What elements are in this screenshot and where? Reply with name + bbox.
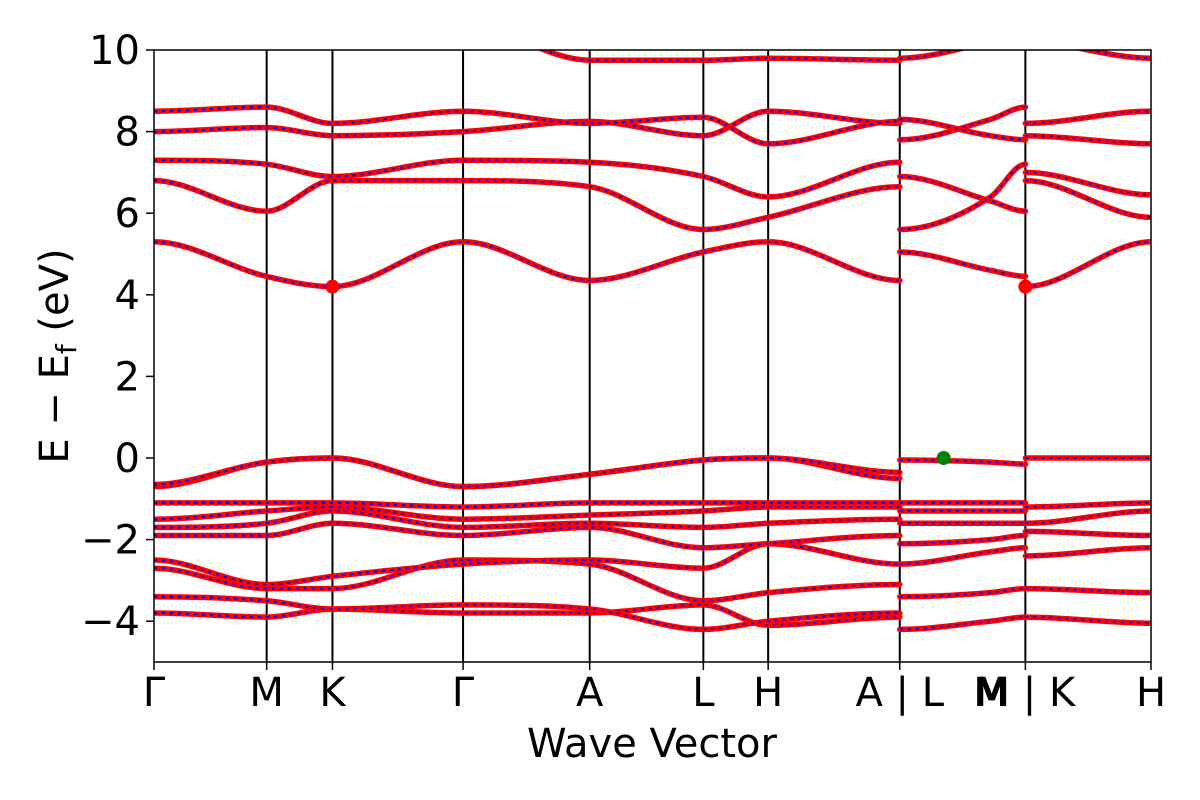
- band-line-dash-0-3: [154, 542, 900, 586]
- x-tick-label-kpoint-3: Γ: [452, 670, 475, 716]
- x-tick-label-kpoint-2: K: [319, 670, 347, 716]
- band-line-2-7: [1022, 239, 1151, 290]
- extremum-markers: [325, 279, 1033, 465]
- band-line-dash-1-0: [899, 616, 1026, 631]
- band-lines: [154, 50, 1151, 633]
- x-tick-label-kpoint-1: M: [249, 670, 284, 716]
- band-line-dash-1-8: [899, 251, 1026, 278]
- band-line-2-2: [1022, 545, 1151, 559]
- band-line-dash-0-4: [154, 522, 900, 549]
- band-line-2-11: [1022, 108, 1151, 127]
- band-line-dash-2-7: [1025, 240, 1151, 288]
- y-tick-label-2: 6: [115, 191, 140, 237]
- band-line-dash-0-14: [154, 106, 900, 145]
- y-tick-label-5: 0: [115, 436, 140, 482]
- y-tick-label-1: 8: [115, 110, 140, 156]
- band-line-1-1: [897, 585, 1029, 600]
- kpoint-divider-lines: [265, 50, 1027, 662]
- band-line-1-0: [897, 614, 1029, 633]
- band-line-dash-0-11: [154, 179, 900, 231]
- x-tick-label-kpoint-6: H: [753, 670, 783, 716]
- band-line-dash-1-3: [899, 534, 1026, 545]
- band-line-dash-1-2: [899, 546, 1026, 566]
- y-tick-label-7: −4: [81, 599, 140, 645]
- x-tick-label-kpoint-5: L: [692, 670, 715, 716]
- band-line-1-13: [897, 50, 968, 61]
- x-tick-label-kpoint-9: H: [1136, 670, 1166, 716]
- x-tick-label-mid: M: [973, 670, 1008, 716]
- band-line-dash-1-10: [899, 175, 1026, 213]
- band-line-2-4: [1022, 508, 1151, 527]
- x-axis-label: Wave Vector: [527, 721, 778, 767]
- y-tick-label-6: −2: [81, 518, 140, 564]
- band-line-dash-2-9: [1025, 171, 1151, 196]
- x-tick-label-kpoint-8: M | K: [976, 670, 1077, 716]
- band-line-dash-1-7: [899, 459, 1026, 466]
- extremum-marker-2: [936, 451, 951, 465]
- band-line-dash-1-13: [899, 50, 960, 60]
- band-line-1-3: [897, 532, 1029, 547]
- y-tick-label-0: 10: [89, 28, 140, 74]
- band-line-2-0: [1022, 614, 1151, 626]
- band-line-dash-1-11: [899, 106, 1026, 141]
- band-line-dash-2-8: [1025, 179, 1151, 219]
- band-line-2-1: [1022, 585, 1151, 596]
- y-axis-ticks: 10 8 6 4 2 0 −2 −4: [81, 28, 154, 645]
- band-line-dash-0-12: [154, 159, 900, 198]
- band-line-1-2: [897, 545, 1029, 567]
- band-line-dash-2-11: [1025, 110, 1151, 125]
- band-line-dash-2-4: [1025, 510, 1151, 525]
- band-line-dash-1-9: [899, 163, 1026, 231]
- extremum-marker-0: [325, 279, 340, 294]
- y-axis-label: E − Ef (eV): [32, 248, 83, 463]
- band-line-2-3: [1022, 528, 1151, 539]
- x-tick-label-kpoint-7: A | L: [855, 670, 944, 716]
- extremum-marker-1: [1018, 279, 1033, 294]
- band-line-dash-2-12: [1082, 50, 1151, 60]
- band-line-dash-0-6: [154, 505, 900, 521]
- band-line-dash-0-0: [154, 603, 900, 627]
- x-tick-label-kpoint-0: Γ: [143, 670, 166, 716]
- y-tick-label-3: 4: [115, 273, 140, 319]
- band-line-2-10: [1022, 132, 1151, 147]
- band-line-dash-0-5: [154, 509, 900, 529]
- x-tick-label-kpoint-4: A: [576, 670, 604, 716]
- band-line-dash-1-1: [899, 587, 1026, 598]
- y-tick-label-4: 2: [115, 354, 140, 400]
- band-line-1-9: [897, 161, 1029, 233]
- band-line-dash-0-9: [154, 456, 900, 488]
- band-line-0-15: [536, 50, 903, 63]
- plot-frame: [153, 49, 1152, 663]
- band-line-dash-1-12: [899, 118, 1026, 141]
- band-line-dash-0-7: [154, 501, 900, 509]
- band-line-dash-0-13: [154, 110, 900, 137]
- band-line-dash-0-2: [154, 558, 900, 602]
- band-line-dash-0-10: [154, 240, 900, 288]
- band-line-2-5: [1022, 500, 1151, 510]
- band-line-dash-0-1: [154, 595, 900, 631]
